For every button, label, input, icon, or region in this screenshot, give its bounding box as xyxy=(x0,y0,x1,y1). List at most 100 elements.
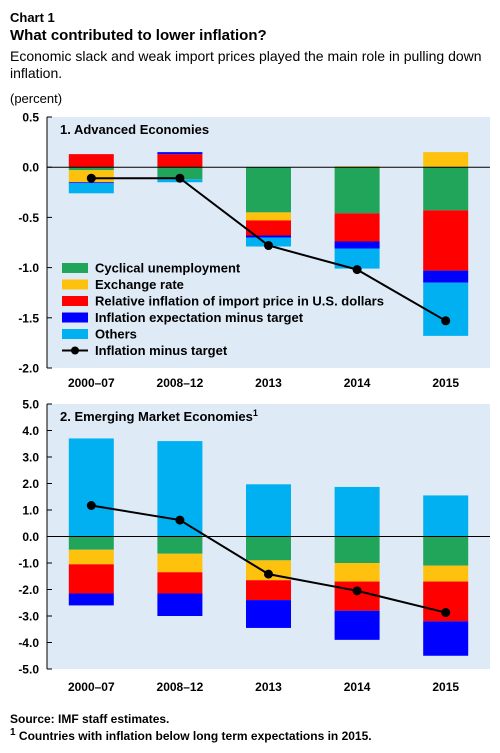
bar-expectation xyxy=(423,621,469,656)
legend-swatch-import xyxy=(62,296,88,306)
legend-swatch-cyclical xyxy=(62,263,88,273)
y-tick-label: 4.0 xyxy=(22,424,39,438)
bar-others xyxy=(246,484,291,537)
y-tick-label: 0.0 xyxy=(22,530,39,544)
bar-others xyxy=(423,282,469,336)
x-tick-label: 2014 xyxy=(344,376,371,390)
line-point xyxy=(441,316,451,326)
x-tick-label: 2000–07 xyxy=(68,376,115,390)
bar-import xyxy=(334,581,380,611)
bar-cyclical xyxy=(246,167,291,213)
footnote-marker: 1 xyxy=(10,727,16,738)
panel-title: 2. Emerging Market Economies1 xyxy=(60,408,258,424)
y-tick-label: -1.0 xyxy=(18,557,39,571)
line-point xyxy=(264,569,273,579)
y-tick-label: -2.0 xyxy=(18,362,39,376)
line-point xyxy=(352,586,362,596)
bar-cyclical xyxy=(68,536,114,550)
y-tick-label: 1.0 xyxy=(22,504,39,518)
bar-import xyxy=(157,572,203,594)
legend-label: Cyclical unemployment xyxy=(95,261,241,276)
x-tick-label: 2015 xyxy=(432,376,459,390)
bar-exchange xyxy=(246,212,291,221)
bar-expectation xyxy=(334,610,380,640)
panel-2: 5.0 4.0 3.0 2.0 1.0 0.0 -1.0 -2.0 -3.0 -4.0 -5.0 20… xyxy=(18,398,490,694)
bar-import xyxy=(68,564,114,594)
y-tick-label: -2.0 xyxy=(18,583,39,597)
bar-expectation xyxy=(334,241,380,249)
source-note: Source: IMF staff estimates. xyxy=(10,712,170,726)
x-tick-label: 2008–12 xyxy=(157,376,204,390)
bar-expectation xyxy=(68,593,114,606)
footnote: 1 Countries with inflation below long te… xyxy=(10,727,372,743)
line-point xyxy=(175,515,185,525)
bar-cyclical xyxy=(334,536,380,563)
bar-others xyxy=(334,486,380,537)
bar-exchange xyxy=(423,565,469,582)
y-tick-label: 2.0 xyxy=(22,477,39,491)
y-tick-label: -1.0 xyxy=(18,261,39,275)
bar-exchange xyxy=(157,553,203,573)
legend-label: Relative inflation of import price in U.… xyxy=(95,294,384,309)
bar-others xyxy=(334,248,380,269)
bar-cyclical xyxy=(68,167,114,171)
bar-import xyxy=(334,213,380,242)
y-tick-label: -5.0 xyxy=(18,663,39,677)
x-tick-label: 2015 xyxy=(432,680,459,694)
line-point xyxy=(175,173,185,183)
line-point xyxy=(86,173,96,183)
footnote-text: Countries with inflation below long term… xyxy=(15,729,372,743)
bar-exchange xyxy=(334,166,380,168)
bar-cyclical xyxy=(246,536,291,561)
bar-expectation xyxy=(246,600,291,628)
bar-cyclical xyxy=(423,167,469,211)
bar-exchange xyxy=(334,563,380,582)
bar-import xyxy=(157,154,203,168)
y-tick-label: -3.0 xyxy=(18,610,39,624)
y-tick-label: -4.0 xyxy=(18,636,39,650)
line-point xyxy=(352,265,362,275)
bar-import xyxy=(68,154,114,168)
bar-others xyxy=(68,438,114,537)
bar-expectation xyxy=(423,270,469,283)
bar-import xyxy=(246,220,291,236)
line-point xyxy=(86,500,96,510)
x-tick-label: 2014 xyxy=(344,680,371,694)
chart-subtitle: Economic slack and weak import prices pl… xyxy=(10,48,482,81)
legend-label: Others xyxy=(95,327,137,342)
panel-title-superscript: 1 xyxy=(253,408,258,418)
bar-expectation xyxy=(157,152,203,155)
y-tick-label: 0.0 xyxy=(22,161,39,175)
chart-title: What contributed to lower inflation? xyxy=(10,27,267,44)
bar-import xyxy=(423,210,469,271)
y-tick-label: 0.5 xyxy=(22,111,39,125)
unit-label: (percent) xyxy=(10,91,63,106)
bar-expectation xyxy=(157,593,203,616)
bar-import xyxy=(246,580,291,601)
bar-expectation xyxy=(246,235,291,238)
bar-expectation xyxy=(68,182,114,184)
y-tick-label: 5.0 xyxy=(22,398,39,412)
bar-cyclical xyxy=(157,536,203,554)
bar-cyclical xyxy=(423,536,469,566)
y-tick-label: -1.5 xyxy=(18,311,39,325)
legend-swatch-exchange xyxy=(62,279,88,290)
y-tick-label: 3.0 xyxy=(22,451,39,465)
chart-label: Chart 1 xyxy=(10,10,55,25)
x-tick-label: 2013 xyxy=(255,376,282,390)
legend-swatch-expectation xyxy=(62,312,88,323)
y-tick-label: -0.5 xyxy=(18,211,39,225)
line-point xyxy=(264,241,273,251)
bar-others xyxy=(423,495,469,537)
x-tick-label: 2013 xyxy=(255,680,282,694)
line-point xyxy=(441,608,451,618)
bar-cyclical xyxy=(334,167,380,214)
bar-exchange xyxy=(423,152,469,168)
x-tick-label: 2000–07 xyxy=(68,680,115,694)
legend-line-marker xyxy=(71,346,79,355)
bar-others xyxy=(68,183,114,194)
x-tick-label: 2008–12 xyxy=(157,680,204,694)
